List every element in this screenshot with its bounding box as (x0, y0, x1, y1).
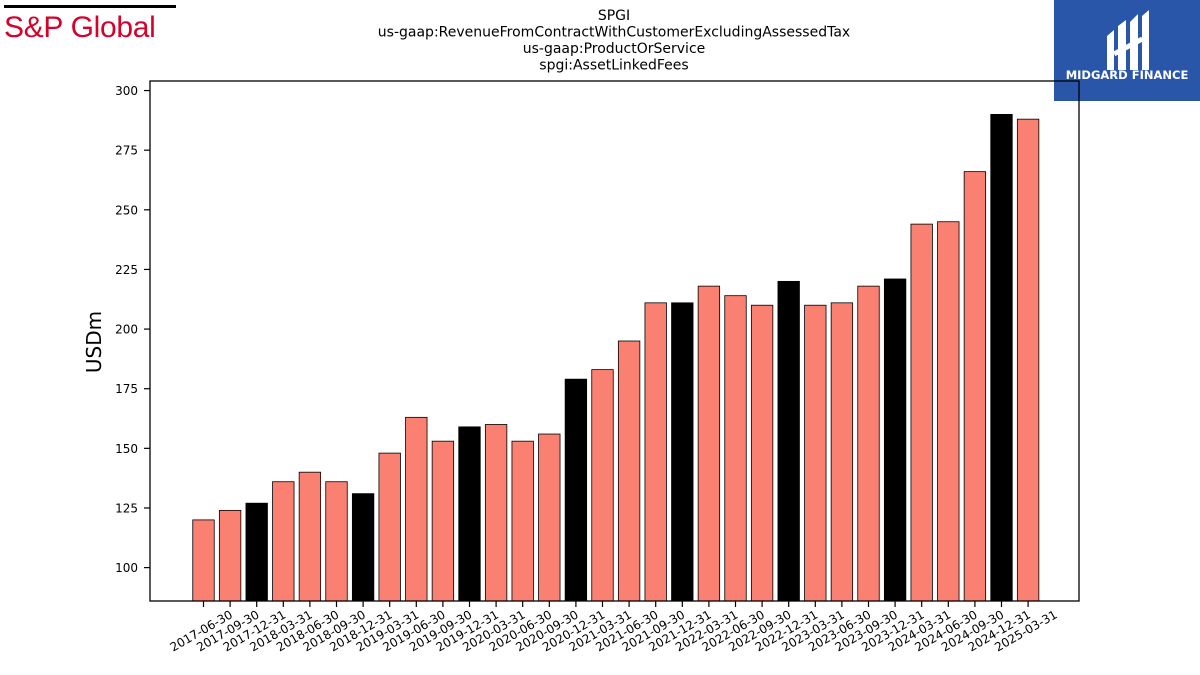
bar-2024-12-31 (990, 113, 1013, 602)
bar-2020-12-31 (564, 378, 588, 602)
y-tick-label: 150 (115, 442, 138, 456)
bar-2017-12-31 (245, 502, 268, 602)
logo-rule (4, 5, 176, 8)
bars (192, 113, 1040, 602)
y-tick-label: 100 (115, 561, 138, 575)
bar-2018-06-30 (298, 471, 322, 602)
sp-global-logo: S&P Global (4, 0, 178, 43)
chart-title-line: us-gaap:ProductOrService (523, 41, 706, 57)
bar-2020-06-30 (511, 440, 534, 602)
bar-2023-09-30 (857, 285, 880, 602)
x-axis: 2017-06-302017-09-302017-12-312018-03-31… (168, 601, 1060, 654)
bar-2019-06-30 (405, 416, 428, 602)
y-tick-label: 300 (115, 84, 138, 98)
bar-2020-03-31 (484, 424, 508, 602)
bar-2019-03-31 (378, 452, 401, 602)
midgard-emblem-icon (1107, 10, 1149, 70)
bar-2024-03-31 (910, 223, 933, 602)
bar-2018-09-30 (325, 481, 348, 602)
bar-2021-03-31 (591, 369, 614, 602)
bar-2021-12-31 (671, 302, 694, 602)
bar-2023-12-31 (883, 278, 907, 602)
bar-2017-09-30 (218, 509, 242, 602)
chart-title: SPGIus-gaap:RevenueFromContractWithCusto… (378, 8, 850, 74)
chart-title-line: spgi:AssetLinkedFees (539, 58, 688, 74)
bar-2024-06-30 (937, 221, 960, 602)
bar-2022-09-30 (750, 304, 774, 602)
midgard-finance-logo: MIDGARD FINANCE (1054, 0, 1200, 101)
midgard-finance-wordmark: MIDGARD FINANCE (1065, 68, 1189, 82)
bar-2019-12-31 (458, 426, 481, 602)
y-axis-label: USDm (82, 311, 106, 373)
y-tick-label: 275 (115, 144, 138, 158)
bar-2020-09-30 (538, 433, 561, 602)
y-tick-label: 225 (115, 263, 138, 277)
bar-2022-12-31 (777, 280, 800, 602)
bar-2024-09-30 (963, 171, 987, 602)
bar-2023-06-30 (830, 302, 854, 602)
bar-2022-06-30 (724, 295, 747, 602)
sp-global-wordmark: S&P Global (4, 11, 156, 44)
bar-2021-06-30 (617, 340, 641, 602)
bar-2023-03-31 (804, 304, 827, 602)
bar-2018-03-31 (272, 481, 295, 602)
bar-2017-06-30 (192, 519, 215, 602)
y-tick-label: 175 (115, 382, 138, 396)
y-tick-label: 250 (115, 203, 138, 217)
bar-2019-09-30 (431, 440, 455, 602)
chart-title-line: us-gaap:RevenueFromContractWithCustomerE… (378, 25, 850, 41)
plot-frame (149, 80, 1080, 602)
bar-2021-09-30 (644, 302, 667, 602)
y-tick-label: 125 (115, 501, 138, 515)
chart-title-line: SPGI (598, 8, 630, 24)
y-axis: 100 125 150 175 200 225 250 275 300 (115, 84, 150, 575)
bar-2022-03-31 (697, 285, 721, 602)
y-tick-label: 200 (115, 323, 138, 337)
bar-2025-03-31 (1016, 118, 1040, 602)
bar-2018-12-31 (351, 493, 375, 602)
